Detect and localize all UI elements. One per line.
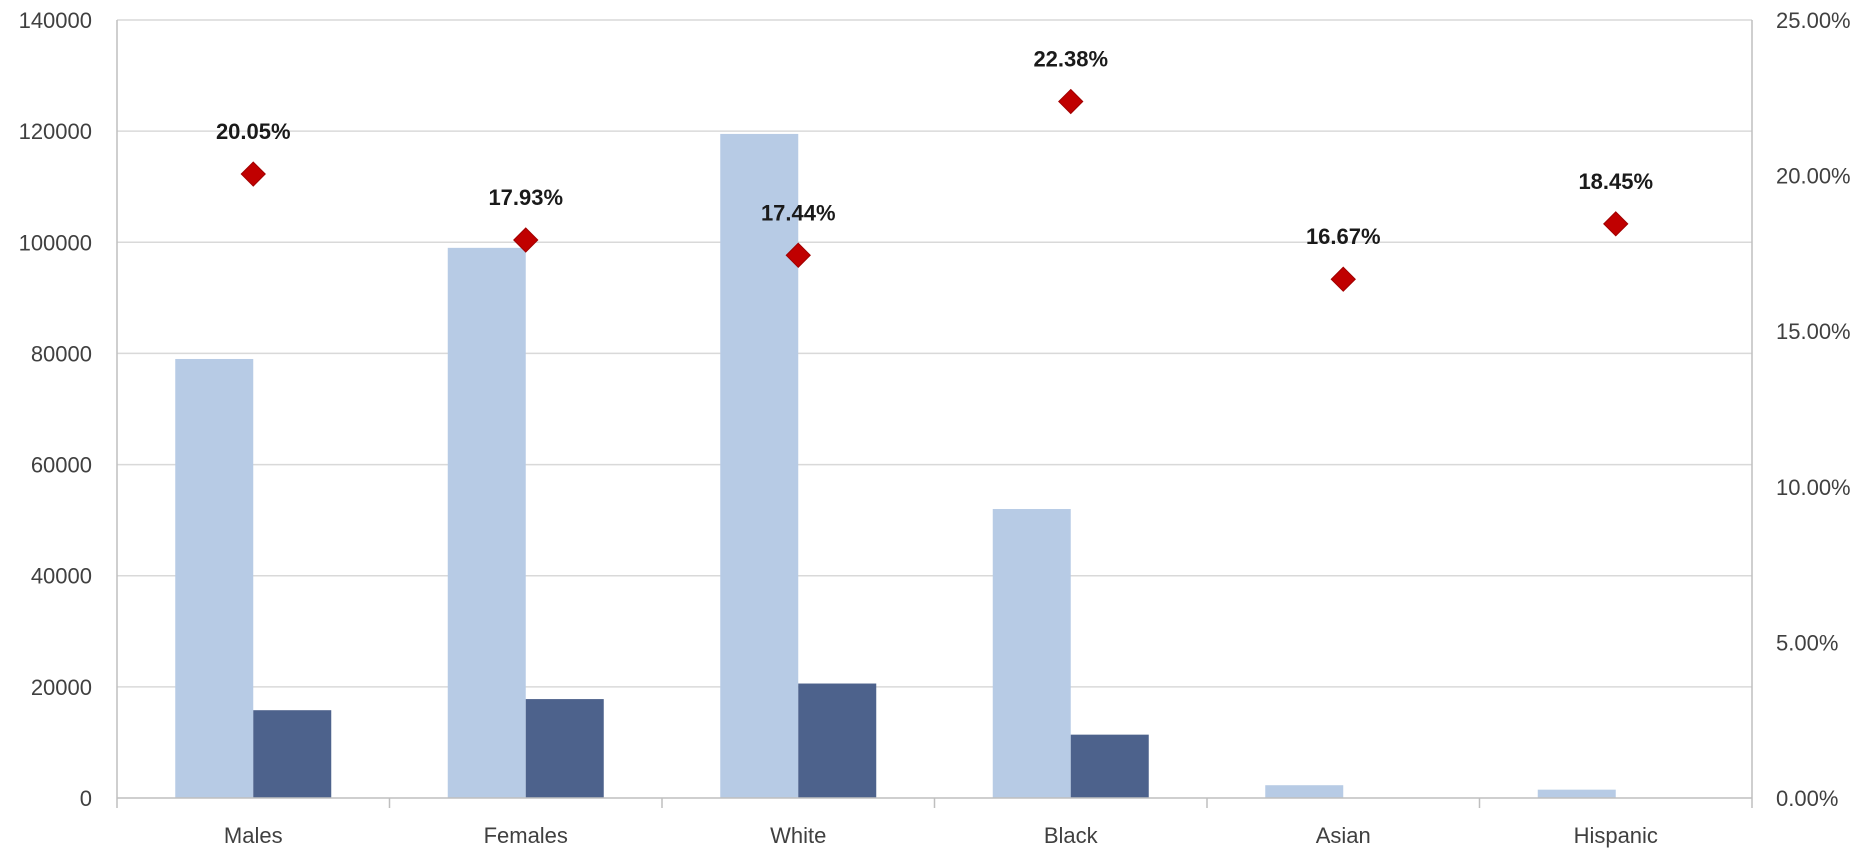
diamond-marker (1330, 266, 1356, 292)
bar-series-1 (175, 358, 254, 798)
y-right-tick-label: 5.00% (1776, 630, 1838, 655)
diamond-marker (1603, 211, 1629, 237)
y-right-tick-label: 15.00% (1776, 319, 1851, 344)
bar-series-1 (720, 133, 799, 798)
data-label: 22.38% (1033, 47, 1108, 72)
y-left-tick-label: 20000 (31, 675, 92, 700)
x-category-label: Asian (1316, 823, 1371, 848)
y-left-tick-label: 60000 (31, 453, 92, 478)
x-category-label: Black (1044, 823, 1099, 848)
y-right-tick-label: 25.00% (1776, 8, 1851, 33)
bar-series-2 (525, 699, 604, 798)
data-label: 17.44% (761, 200, 836, 225)
bar-series-2 (798, 683, 877, 798)
grid-layer (117, 19, 1752, 688)
bar-series-1 (992, 509, 1071, 798)
bar-series-2 (1070, 734, 1149, 798)
y-right-tick-label: 20.00% (1776, 164, 1851, 189)
bar-series-1 (1265, 785, 1344, 798)
y-right-tick-label: 10.00% (1776, 475, 1851, 500)
data-label: 17.93% (488, 185, 563, 210)
data-label: 20.05% (216, 119, 291, 144)
y-left-tick-label: 0 (80, 786, 92, 811)
y-left-tick-label: 80000 (31, 341, 92, 366)
diamond-marker (785, 242, 811, 268)
data-label: 16.67% (1306, 224, 1381, 249)
bar-series-2 (253, 710, 332, 798)
bar-series-1 (447, 247, 526, 799)
x-category-label: White (770, 823, 826, 848)
marker-layer (240, 88, 1629, 292)
y-left-tick-label: 140000 (19, 8, 92, 33)
y-left-tick-label: 100000 (19, 230, 92, 255)
x-category-label: Females (484, 823, 568, 848)
y-right-tick-label: 0.00% (1776, 786, 1838, 811)
axis-layer: 0 20000 40000 60000 80000 100000 120000 140000 0… (19, 8, 1851, 848)
diamond-marker (240, 161, 266, 187)
label-layer: 20.05% 17.93% 17.44% 22.38% 16.67% 18.45% (216, 47, 1653, 250)
y-left-tick-label: 40000 (31, 564, 92, 589)
diamond-marker (1058, 88, 1084, 115)
bar-series-1 (1537, 789, 1616, 798)
diamond-marker (513, 227, 539, 253)
x-category-label: Hispanic (1574, 823, 1658, 848)
data-label: 18.45% (1578, 169, 1653, 194)
y-left-tick-label: 120000 (19, 119, 92, 144)
bar-layer (175, 133, 1616, 799)
x-category-label: Males (224, 823, 283, 848)
